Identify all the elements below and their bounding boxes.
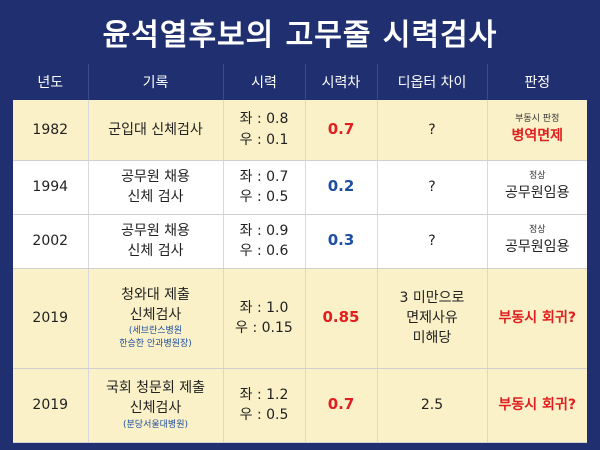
vision-left: 좌 : 0.9: [239, 222, 289, 239]
vision-cell: 좌 : 0.8 우 : 0.1: [223, 100, 306, 161]
record-line: 공무원 채용: [121, 222, 190, 239]
header-record: 기록: [88, 64, 224, 100]
vision-cell: 좌 : 0.7 우 : 0.5: [223, 160, 306, 215]
vision-table-wrapper: 년도 기록 시력 시력차 디옵터 차이 판정 1982 군입대 신체검사 좌 :…: [13, 64, 587, 443]
page-title: 윤석열후보의 고무줄 시력검사: [102, 18, 498, 53]
diopter-line: 미해당: [412, 330, 452, 347]
vision-right: 우 : 0.15: [235, 320, 293, 336]
header-year: 년도: [13, 64, 89, 100]
vision-left: 좌 : 1.0: [239, 299, 289, 316]
diopter-cell: 3 미만으로 면제사유 미해당: [377, 268, 488, 369]
record-note: 한승한 안과병원장): [119, 339, 192, 350]
verdict-main: 부동시 회귀?: [498, 396, 576, 413]
record-cell: 공무원 채용 신체 검사: [88, 160, 224, 215]
verdict-small: 부동시 판정: [515, 114, 560, 125]
table-row: 2019 국회 청문회 제출 신체검사 (분당서울대병원) 좌 : 1.2 우 …: [13, 368, 587, 443]
verdict-main: 부동시 회귀?: [498, 309, 576, 326]
diopter-line: 면제사유: [406, 309, 458, 326]
header-vision-diff: 시력차: [305, 64, 378, 100]
record-note: (분당서울대병원): [123, 419, 188, 430]
vision-right: 우 : 0.5: [239, 407, 289, 423]
vision-left: 좌 : 0.7: [239, 168, 289, 185]
record-note: (세브란스병원: [128, 326, 183, 337]
table-row: 1982 군입대 신체검사 좌 : 0.8 우 : 0.1 0.7 ? 부동시 …: [13, 100, 587, 161]
diopter-cell: ?: [377, 100, 488, 161]
record-line: 신체검사: [129, 400, 182, 417]
diopter-line: 3 미만으로: [399, 289, 465, 306]
record-line: 군입대 신체검사: [108, 121, 203, 138]
record-line: 신체 검사: [127, 243, 184, 259]
verdict-cell: 정상 공무원임용: [487, 214, 587, 269]
table-row: 2019 청와대 제출 신체검사 (세브란스병원 한승한 안과병원장) 좌 : …: [13, 268, 587, 369]
header-diopter-diff: 디옵터 차이: [377, 64, 488, 100]
record-line: 신체 검사: [127, 189, 184, 205]
verdict-main: 병역면제: [511, 128, 564, 145]
vision-diff-cell: 0.85: [305, 268, 378, 369]
record-line: 공무원 채용: [121, 168, 190, 185]
verdict-main: 공무원임용: [505, 239, 570, 256]
vision-right: 우 : 0.1: [239, 131, 289, 148]
vision-cell: 좌 : 1.2 우 : 0.5: [223, 368, 306, 443]
year-cell: 1982: [13, 100, 89, 161]
verdict-main: 공무원임용: [505, 185, 570, 202]
vision-right: 우 : 0.6: [239, 243, 289, 259]
record-cell: 청와대 제출 신체검사 (세브란스병원 한승한 안과병원장): [88, 268, 224, 369]
vision-left: 좌 : 1.2: [239, 386, 289, 403]
diopter-cell: ?: [377, 160, 488, 215]
verdict-cell: 정상 공무원임용: [487, 160, 587, 215]
header-verdict: 판정: [487, 64, 587, 100]
verdict-cell: 부동시 판정 병역면제: [487, 100, 587, 161]
year-cell: 2019: [13, 368, 89, 443]
record-line: 신체검사: [129, 306, 182, 323]
diopter-cell: ?: [377, 214, 488, 269]
year-cell: 2019: [13, 268, 89, 369]
vision-right: 우 : 0.5: [239, 189, 289, 205]
record-cell: 군입대 신체검사: [88, 100, 224, 161]
year-cell: 2002: [13, 214, 89, 269]
vision-left: 좌 : 0.8: [239, 111, 289, 128]
record-cell: 국회 청문회 제출 신체검사 (분당서울대병원): [88, 368, 224, 443]
vision-diff-cell: 0.7: [305, 368, 378, 443]
verdict-small: 정상: [528, 171, 546, 182]
vision-diff-cell: 0.2: [305, 160, 378, 215]
verdict-small: 정상: [528, 225, 546, 236]
vision-diff-cell: 0.7: [305, 100, 378, 161]
vision-cell: 좌 : 1.0 우 : 0.15: [223, 268, 306, 369]
vision-cell: 좌 : 0.9 우 : 0.6: [223, 214, 306, 269]
table-row: 2002 공무원 채용 신체 검사 좌 : 0.9 우 : 0.6 0.3 ? …: [13, 214, 587, 269]
verdict-cell: 부동시 회귀?: [487, 268, 587, 369]
vision-diff-cell: 0.3: [305, 214, 378, 269]
record-line: 국회 청문회 제출: [105, 380, 206, 397]
table-header-row: 년도 기록 시력 시력차 디옵터 차이 판정: [13, 64, 587, 100]
verdict-cell: 부동시 회귀?: [487, 368, 587, 443]
year-cell: 1994: [13, 160, 89, 215]
table-row: 1994 공무원 채용 신체 검사 좌 : 0.7 우 : 0.5 0.2 ? …: [13, 160, 587, 215]
record-line: 청와대 제출: [121, 286, 190, 303]
diopter-cell: 2.5: [377, 368, 488, 443]
vision-table: 년도 기록 시력 시력차 디옵터 차이 판정 1982 군입대 신체검사 좌 :…: [13, 64, 587, 443]
header-vision: 시력: [223, 64, 306, 100]
record-cell: 공무원 채용 신체 검사: [88, 214, 224, 269]
